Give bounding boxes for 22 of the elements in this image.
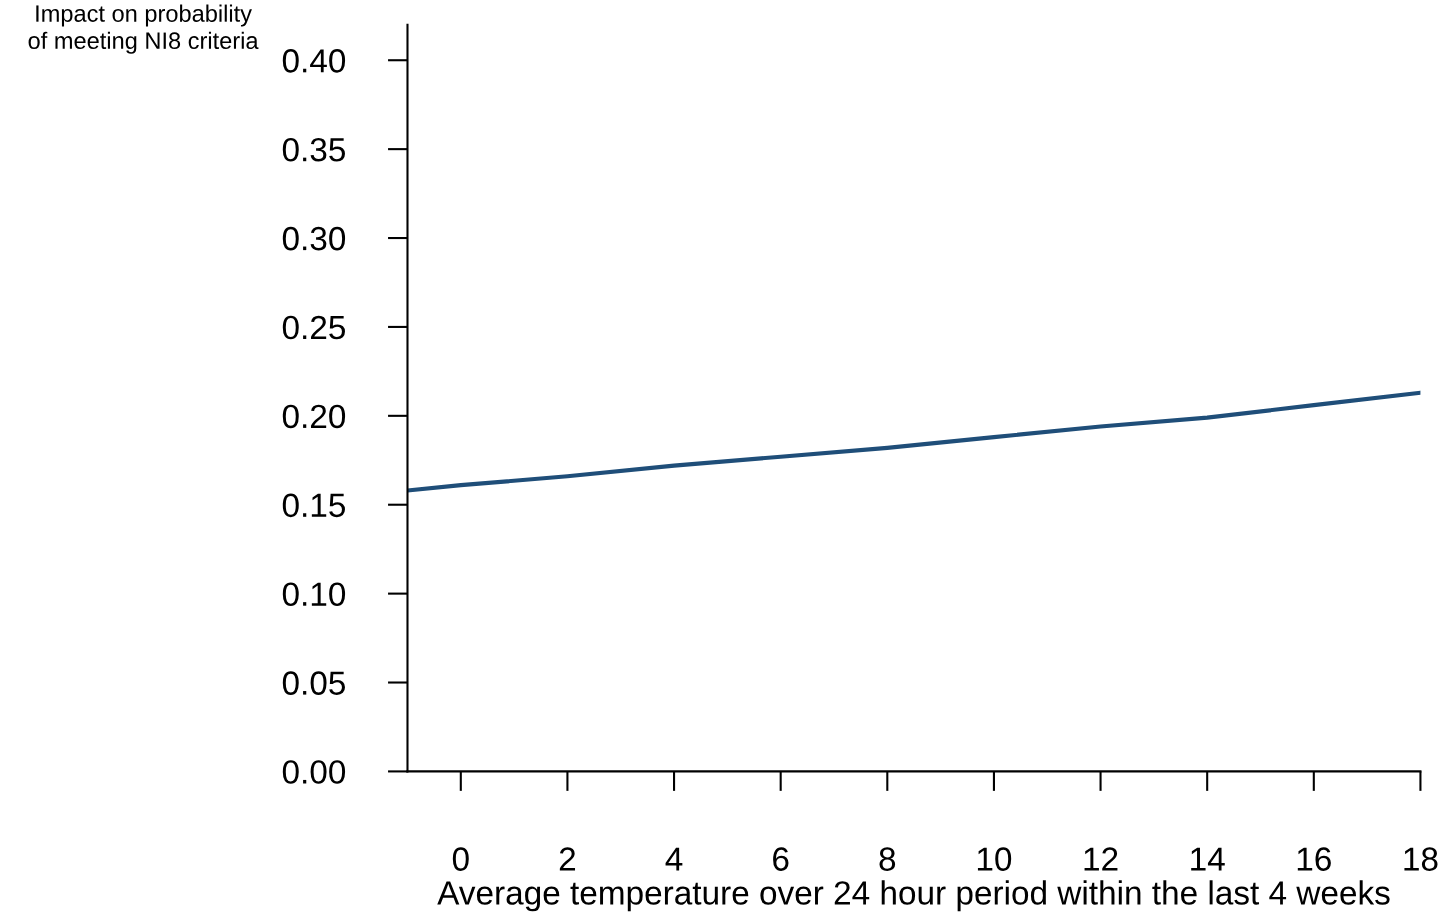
line-series: [407, 390, 1421, 493]
x-tick-label: 6: [773, 847, 789, 871]
y-tick-label: 0.30: [282, 226, 346, 251]
x-axis-title: Average temperature over 24 hour period within the last 4 weeks: [437, 880, 1390, 912]
x-tick-label: 12: [1084, 847, 1118, 871]
y-tick-label: 0.25: [282, 315, 345, 340]
x-tick-label: 2: [559, 847, 576, 871]
y-tick-label: 0.35: [282, 137, 345, 162]
x-tick-label: 0: [452, 847, 469, 871]
x-tick-label: 10: [977, 847, 1012, 871]
x-tick-label: 8: [879, 847, 896, 871]
y-tick-label: 0.15: [282, 493, 345, 518]
y-tick-label: 0.00: [282, 760, 346, 784]
y-tick-label: 0.40: [282, 49, 346, 73]
x-tick-label: 4: [665, 847, 683, 871]
x-tick-label: 14: [1191, 847, 1225, 871]
y-tick-label: 0.05: [282, 671, 345, 695]
y-tick-label: 0.10: [282, 582, 346, 607]
y-tick-label: 0.20: [282, 404, 346, 429]
y-axis-title: Impact on probability of meeting NI8 criteria: [28, 4, 259, 54]
x-tick-label: 18: [1404, 847, 1438, 871]
x-tick-label: 16: [1297, 847, 1331, 871]
